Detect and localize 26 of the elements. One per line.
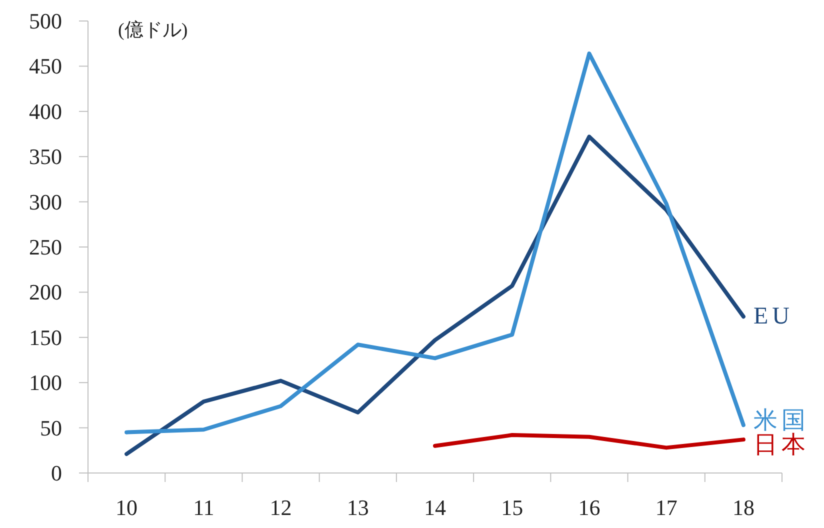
y-tick-label: 100: [29, 370, 62, 396]
series-label: EU: [753, 304, 794, 330]
x-tick-label: 12: [270, 495, 292, 520]
x-tick-label: 14: [424, 495, 446, 520]
x-tick-label: 11: [193, 495, 214, 520]
x-tick-label: 15: [501, 495, 524, 520]
y-tick-label: 200: [29, 280, 62, 305]
y-tick-label: 400: [29, 98, 62, 124]
x-tick-label: 18: [732, 495, 754, 520]
x-tick-label: 13: [346, 495, 369, 520]
y-tick-label: 50: [40, 415, 62, 440]
y-tick-label: 0: [51, 460, 62, 486]
y-tick-label: 350: [29, 144, 62, 170]
line-series: [124, 52, 746, 434]
y-tick-label: 500: [29, 8, 62, 34]
y-tick-label: 450: [29, 54, 62, 79]
y-tick-label: 250: [29, 234, 62, 260]
x-tick-label: 16: [578, 495, 600, 520]
line-series: [433, 433, 746, 450]
y-tick-label: 150: [29, 324, 62, 350]
y-tick-label: 300: [29, 189, 62, 214]
x-tick-label: 10: [116, 495, 138, 520]
line-series: [124, 134, 746, 456]
series-label: 日本: [753, 432, 810, 459]
x-tick-label: 17: [655, 495, 678, 520]
y-axis-title: (億ドル): [118, 20, 188, 41]
